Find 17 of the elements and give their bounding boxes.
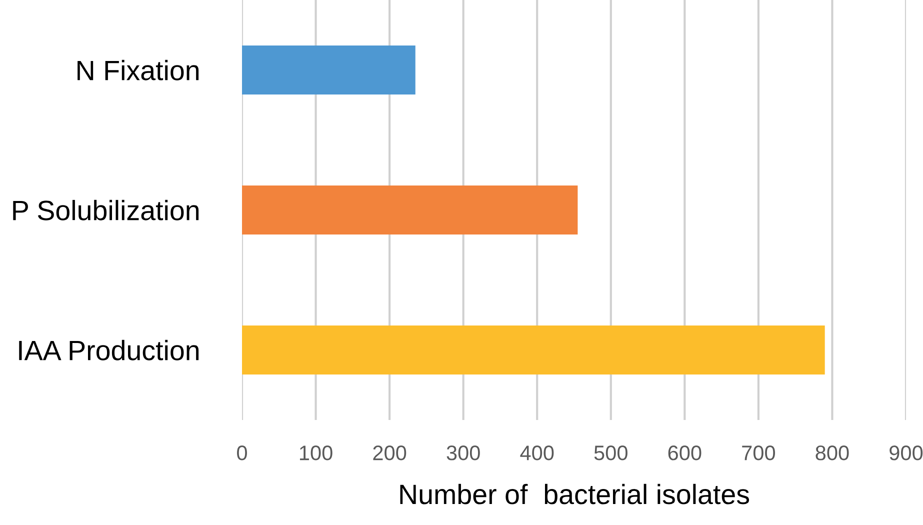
x-tick-label: 0 xyxy=(237,446,247,460)
x-tick-label: 100 xyxy=(300,446,332,460)
y-tick-label: P Solubilization xyxy=(13,200,199,220)
x-tick-label: 500 xyxy=(594,446,628,460)
x-tick-label: 400 xyxy=(520,446,554,460)
x-tick-label: 300 xyxy=(446,446,480,460)
y-tick-label: N Fixation xyxy=(78,60,199,80)
bar xyxy=(242,186,578,234)
x-tick-label: 900 xyxy=(890,446,923,460)
bar xyxy=(242,46,416,94)
x-tick-label: 700 xyxy=(742,446,776,460)
x-axis-title: Number of bacterial isolates xyxy=(400,484,750,504)
y-tick-label: IAA Production xyxy=(19,340,199,360)
x-tick-label: 800 xyxy=(816,446,849,460)
bar xyxy=(242,326,825,374)
x-tick-label: 200 xyxy=(373,446,406,460)
x-tick-label: 600 xyxy=(668,446,702,460)
